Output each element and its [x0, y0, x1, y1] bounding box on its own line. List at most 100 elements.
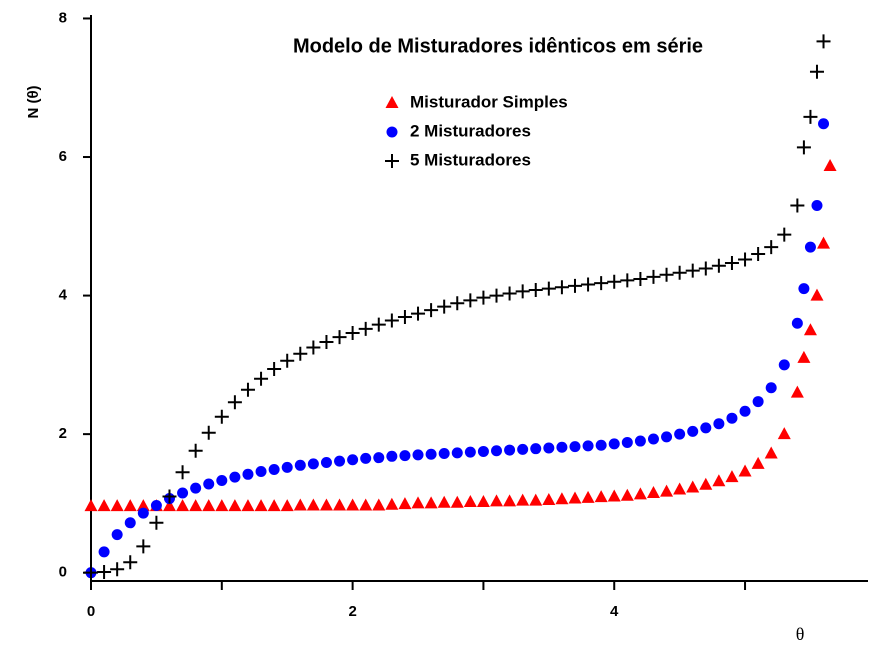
plus-marker — [777, 227, 792, 242]
circle-marker — [399, 450, 411, 462]
circle-marker — [334, 455, 346, 467]
plus-marker — [607, 274, 622, 289]
circle-marker — [726, 412, 738, 424]
circle-marker — [530, 443, 542, 455]
triangle-marker — [306, 498, 320, 511]
triangle-marker — [333, 498, 347, 511]
plus-marker — [437, 299, 452, 314]
plus-marker — [384, 313, 399, 328]
triangle-marker — [346, 498, 360, 511]
circle-marker — [320, 457, 332, 469]
plus-marker — [816, 34, 831, 49]
plus-marker — [803, 109, 818, 124]
circle-marker — [517, 443, 529, 455]
plus-marker — [254, 371, 269, 386]
circle-marker — [190, 482, 202, 494]
plus-marker — [385, 154, 399, 168]
plus-marker — [175, 465, 190, 480]
plus-marker — [724, 256, 739, 271]
triangle-marker — [385, 497, 399, 510]
plus-marker — [110, 562, 125, 577]
triangle-marker — [450, 495, 464, 508]
triangle-marker — [633, 487, 647, 500]
circle-marker — [504, 444, 516, 456]
circle-marker — [268, 463, 280, 475]
circle-marker — [373, 452, 385, 464]
circle-marker — [621, 436, 633, 448]
circle-marker — [412, 449, 424, 461]
y-tick-label: 2 — [59, 425, 67, 442]
triangle-marker — [385, 96, 399, 108]
triangle-marker — [398, 497, 412, 510]
circle-marker — [608, 438, 620, 450]
y-tick-label: 8 — [59, 9, 67, 26]
plus-marker — [280, 353, 295, 368]
y-tick-label: 6 — [59, 148, 67, 165]
plus-marker — [659, 267, 674, 282]
plus-marker — [162, 489, 177, 504]
plus-marker — [476, 290, 491, 305]
circle-marker — [798, 283, 810, 295]
legend-label: 2 Misturadores — [410, 121, 531, 140]
plus-marker — [528, 283, 543, 298]
plus-marker — [594, 276, 609, 291]
triangle-marker — [136, 499, 150, 512]
triangle-marker — [123, 499, 137, 512]
circle-marker — [386, 126, 398, 138]
triangle-marker — [542, 492, 556, 505]
plus-marker — [711, 258, 726, 273]
plus-marker — [738, 252, 753, 267]
circle-marker — [661, 431, 673, 443]
triangle-marker — [293, 498, 307, 511]
legend-label: Misturador Simples — [410, 92, 568, 111]
x-tick-label: 4 — [610, 603, 619, 620]
triangle-marker — [594, 490, 608, 503]
circle-marker — [229, 471, 241, 483]
chart-title: Modelo de Misturadores idênticos em séri… — [293, 35, 703, 57]
triangle-marker — [189, 499, 203, 512]
triangle-marker — [764, 446, 778, 459]
triangle-marker — [110, 499, 124, 512]
triangle-marker — [751, 456, 765, 469]
x-tick-label: 2 — [348, 603, 356, 620]
plus-marker — [306, 340, 321, 355]
plus-marker — [809, 64, 824, 79]
circle-marker — [177, 487, 189, 499]
plus-marker — [581, 277, 596, 292]
triangle-marker — [476, 495, 490, 508]
plus-marker — [293, 346, 308, 361]
circle-marker — [137, 507, 149, 519]
circle-marker — [739, 405, 751, 417]
circle-marker — [811, 200, 823, 212]
circle-marker — [791, 317, 803, 329]
triangle-marker — [267, 499, 281, 512]
triangle-marker — [555, 492, 569, 505]
plus-marker — [411, 306, 426, 321]
circle-marker — [477, 445, 489, 457]
triangle-marker — [797, 350, 811, 363]
plus-marker — [790, 198, 805, 213]
plus-marker — [489, 288, 504, 303]
triangle-marker — [646, 486, 660, 499]
triangle-marker — [437, 495, 451, 508]
circle-marker — [818, 118, 830, 130]
triangle-marker — [503, 494, 517, 507]
triangle-marker — [823, 159, 837, 172]
y-tick-label: 4 — [59, 287, 68, 304]
circle-marker — [634, 435, 646, 447]
triangle-marker — [810, 288, 824, 301]
triangle-marker — [817, 236, 831, 249]
circle-marker — [360, 452, 372, 464]
circle-marker — [674, 428, 686, 440]
triangle-marker — [463, 495, 477, 508]
triangle-marker — [568, 491, 582, 504]
plus-marker — [424, 303, 439, 318]
circle-marker — [464, 446, 476, 458]
circle-marker — [347, 454, 359, 466]
plus-marker — [345, 325, 360, 340]
triangle-marker — [176, 499, 190, 512]
circle-marker — [98, 546, 110, 558]
triangle-marker — [790, 385, 804, 398]
plus-marker — [672, 265, 687, 280]
triangle-marker — [424, 496, 438, 509]
